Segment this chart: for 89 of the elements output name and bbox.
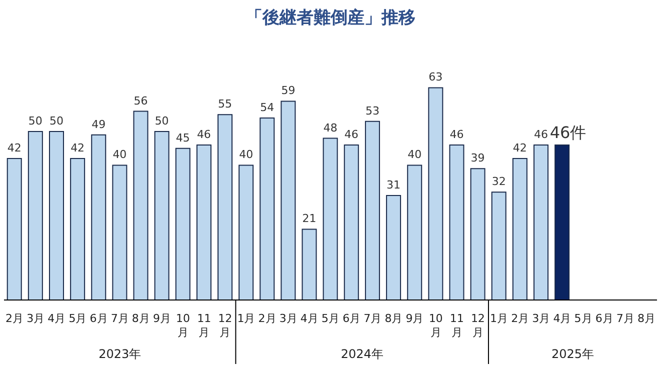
- bar: [512, 158, 528, 300]
- bar: [112, 164, 128, 300]
- data-label: 59: [281, 84, 296, 98]
- x-tick-label: 7月: [364, 312, 382, 325]
- x-tick-label: 8月: [384, 312, 403, 325]
- data-label: 40: [408, 148, 422, 162]
- x-tick-label: 6月: [342, 312, 361, 325]
- data-label: 49: [92, 118, 106, 131]
- x-tick-label: 4月: [553, 312, 572, 325]
- data-label: 42: [512, 141, 527, 154]
- x-tick-label: 11月: [450, 312, 464, 339]
- data-label: 48: [323, 121, 338, 134]
- data-label: 31: [386, 178, 401, 192]
- x-tick-label: 9月: [406, 312, 424, 325]
- x-tick-label: 12月: [470, 312, 485, 339]
- bar: [238, 164, 254, 300]
- data-label: 54: [260, 101, 274, 114]
- bar: [280, 100, 296, 300]
- x-tick-label: 9月: [152, 312, 171, 325]
- bar: [533, 144, 548, 300]
- bar: [70, 158, 86, 300]
- data-label: 42: [7, 141, 22, 154]
- x-tick-label: 3月: [26, 312, 45, 325]
- x-tick-label: 7月: [616, 312, 634, 325]
- bar: [554, 144, 570, 300]
- data-label: 50: [50, 114, 64, 128]
- x-tick-label: 3月: [532, 312, 550, 325]
- bar: [175, 148, 190, 300]
- x-tick-label: 11月: [197, 312, 212, 339]
- data-label: 46: [534, 128, 548, 141]
- x-tick-label: 10月: [428, 312, 443, 339]
- x-tick-label: 5月: [322, 312, 340, 325]
- data-label: 40: [112, 148, 127, 162]
- text: 2025年: [551, 347, 594, 361]
- x-tick-label: 5月: [574, 312, 592, 325]
- x-tick-label: 4月: [300, 312, 318, 325]
- bar: [491, 192, 506, 300]
- data-label: 42: [70, 141, 85, 154]
- bar: [28, 131, 43, 300]
- x-tick-label: 6月: [595, 312, 614, 325]
- x-tick-label: 2月: [258, 312, 276, 325]
- bar: [302, 228, 317, 300]
- text: 2024年: [340, 347, 384, 361]
- x-tick-label: 1月: [490, 312, 508, 325]
- data-label: 53: [365, 104, 380, 118]
- data-label: 40: [239, 148, 254, 162]
- data-label: 45: [176, 131, 190, 144]
- bar: [133, 110, 148, 300]
- chart-title: 「後継者難倒産」推移: [244, 7, 416, 29]
- bar: [470, 168, 486, 300]
- bar: [91, 134, 106, 300]
- bar: [6, 158, 22, 300]
- x-tick-label: 2月: [511, 312, 530, 325]
- data-label: 56: [134, 94, 148, 108]
- x-tick-label: 6月: [90, 312, 108, 325]
- x-tick-label: 4月: [48, 312, 66, 325]
- x-tick-label: 3月: [279, 312, 298, 325]
- bar: [322, 138, 338, 300]
- data-label: 50: [154, 114, 169, 128]
- bar: [386, 195, 402, 300]
- data-label: 55: [218, 98, 232, 111]
- bar: [218, 114, 233, 300]
- data-label: 46: [196, 128, 211, 141]
- x-tick-label: 10月: [176, 312, 190, 339]
- x-tick-label: 5月: [68, 312, 87, 325]
- bar: [260, 118, 275, 300]
- bar: [154, 131, 170, 300]
- x-tick-label: 2月: [6, 312, 24, 325]
- bar: [449, 144, 464, 300]
- data-label: 32: [492, 175, 506, 188]
- x-tick-label: 1月: [237, 312, 256, 325]
- bar: [49, 131, 64, 300]
- data-label: 46: [344, 128, 358, 141]
- bar: [364, 120, 380, 300]
- bar: [407, 164, 422, 300]
- bar: [344, 144, 359, 300]
- x-tick-label: 8月: [132, 312, 150, 325]
- data-label: 46: [450, 128, 464, 141]
- data-label: 63: [428, 70, 443, 84]
- x-tick-label: 7月: [110, 312, 129, 325]
- x-tick-label: 12月: [218, 312, 232, 339]
- data-label: 50: [28, 114, 42, 128]
- bar: [196, 144, 212, 300]
- data-label: 21: [302, 212, 316, 226]
- x-tick-label: 8月: [637, 312, 656, 325]
- text: 2023年: [98, 347, 142, 361]
- data-label: 46件: [550, 123, 586, 142]
- data-label: 39: [470, 152, 485, 165]
- bar: [428, 87, 444, 300]
